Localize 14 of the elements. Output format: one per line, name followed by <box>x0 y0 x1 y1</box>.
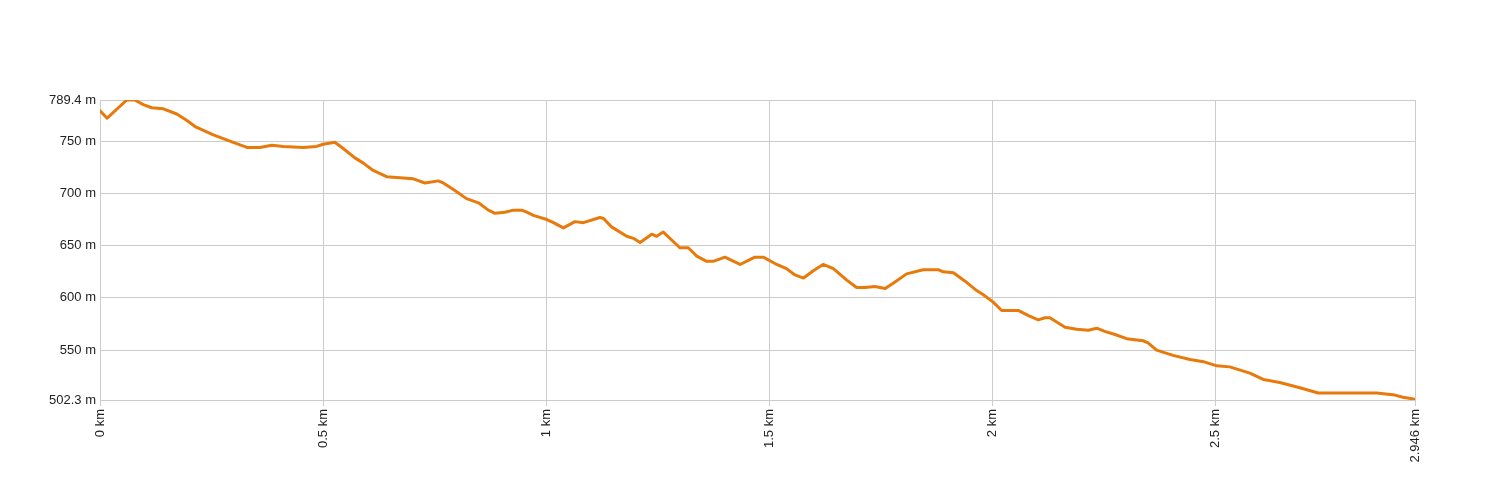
y-tick-label: 789.4 m <box>49 91 96 107</box>
x-tick-label: 0 km <box>91 409 107 438</box>
x-tick-label: 0.5 km <box>314 409 330 449</box>
y-tick-label: 502.3 m <box>49 391 96 407</box>
x-tick-label: 1 km <box>537 409 553 438</box>
x-tick-label: 1.5 km <box>761 409 777 449</box>
y-tick-label: 750 m <box>59 132 96 148</box>
y-tick-label: 550 m <box>59 341 96 357</box>
y-tick-label: 600 m <box>59 289 96 305</box>
x-tick-label: 2.946 km <box>1406 409 1422 463</box>
y-tick-label: 700 m <box>59 185 96 200</box>
x-tick-label: 2.5 km <box>1207 409 1223 449</box>
y-tick-label: 650 m <box>59 237 96 253</box>
x-tick-label: 2 km <box>984 409 1000 438</box>
